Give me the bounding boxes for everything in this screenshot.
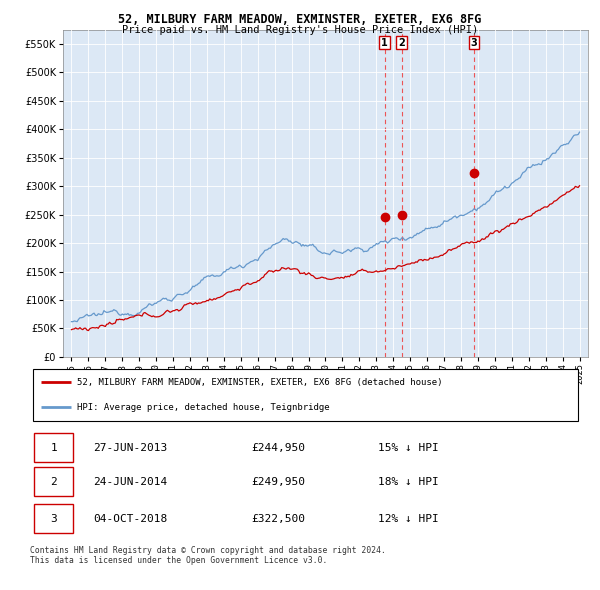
Text: 2: 2 <box>50 477 57 487</box>
Text: 1: 1 <box>381 38 388 48</box>
Text: 3: 3 <box>50 514 57 524</box>
Text: 2: 2 <box>398 38 405 48</box>
FancyBboxPatch shape <box>33 369 578 421</box>
Text: 15% ↓ HPI: 15% ↓ HPI <box>378 443 439 453</box>
Text: 1: 1 <box>50 443 57 453</box>
Text: £244,950: £244,950 <box>251 443 305 453</box>
Text: Price paid vs. HM Land Registry's House Price Index (HPI): Price paid vs. HM Land Registry's House … <box>122 25 478 35</box>
Text: 18% ↓ HPI: 18% ↓ HPI <box>378 477 439 487</box>
FancyBboxPatch shape <box>34 467 73 496</box>
Text: £322,500: £322,500 <box>251 514 305 524</box>
Text: £249,950: £249,950 <box>251 477 305 487</box>
Text: Contains HM Land Registry data © Crown copyright and database right 2024.
This d: Contains HM Land Registry data © Crown c… <box>30 546 386 565</box>
Text: 3: 3 <box>470 38 477 48</box>
Text: 27-JUN-2013: 27-JUN-2013 <box>94 443 168 453</box>
Text: 12% ↓ HPI: 12% ↓ HPI <box>378 514 439 524</box>
Text: 52, MILBURY FARM MEADOW, EXMINSTER, EXETER, EX6 8FG: 52, MILBURY FARM MEADOW, EXMINSTER, EXET… <box>118 13 482 26</box>
Text: 04-OCT-2018: 04-OCT-2018 <box>94 514 168 524</box>
Text: 24-JUN-2014: 24-JUN-2014 <box>94 477 168 487</box>
Text: 52, MILBURY FARM MEADOW, EXMINSTER, EXETER, EX6 8FG (detached house): 52, MILBURY FARM MEADOW, EXMINSTER, EXET… <box>77 378 442 386</box>
FancyBboxPatch shape <box>34 433 73 461</box>
FancyBboxPatch shape <box>34 504 73 533</box>
Text: HPI: Average price, detached house, Teignbridge: HPI: Average price, detached house, Teig… <box>77 403 329 412</box>
